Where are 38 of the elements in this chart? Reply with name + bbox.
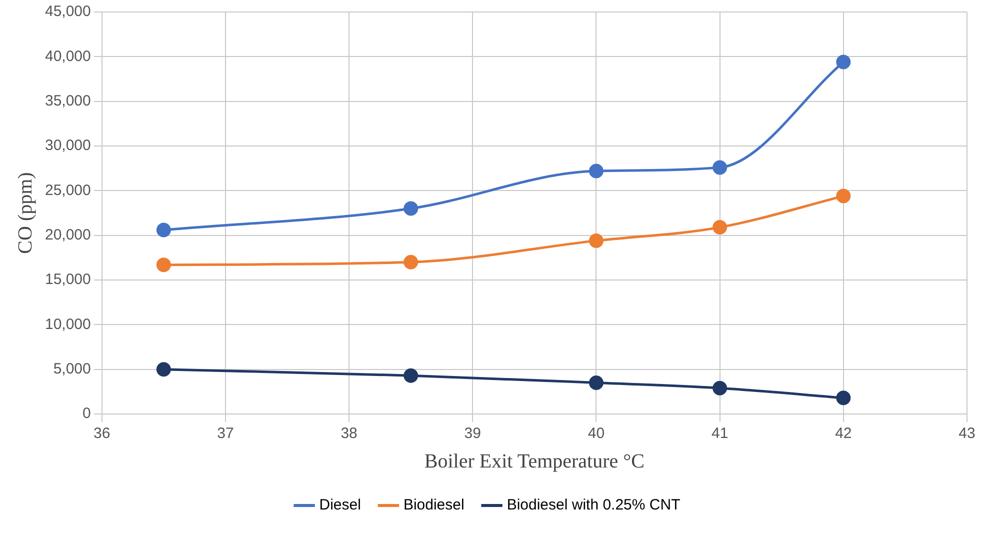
legend-label: Biodiesel [403, 496, 464, 514]
point [156, 362, 171, 377]
point [156, 258, 171, 272]
point [712, 160, 728, 175]
y-tick-label: 25,000 [44, 182, 91, 199]
x-tick-label: 43 [958, 425, 976, 442]
point [588, 375, 604, 390]
y-tick-label: 45,000 [44, 3, 91, 20]
point [836, 54, 851, 70]
y-tick-label: 15,000 [44, 271, 91, 288]
point [404, 254, 418, 270]
y-tick-label: 35,000 [44, 92, 91, 110]
x-tick-label: 38 [340, 425, 358, 442]
x-tick-label: 41 [711, 425, 728, 442]
x-axis-title: Boiler Exit Temperature °C [424, 450, 644, 472]
x-tick-label: 40 [588, 425, 605, 442]
legend-label: Diesel [319, 496, 361, 514]
point [712, 380, 728, 396]
point [588, 233, 604, 248]
y-tick-label: 0 [82, 405, 91, 422]
point [712, 220, 728, 235]
x-tick-label: 37 [217, 425, 234, 442]
point [156, 222, 171, 238]
point [836, 188, 851, 204]
y-tick-label: 30,000 [44, 137, 91, 154]
point [404, 201, 418, 216]
legend-label: Biodiesel with 0.25% CNT [506, 496, 680, 514]
y-tick-label: 5,000 [53, 360, 91, 378]
point [588, 164, 604, 178]
x-tick-label: 42 [835, 425, 852, 442]
x-tick-label: 39 [464, 425, 481, 442]
point [404, 368, 418, 383]
y-tick-label: 10,000 [44, 316, 91, 333]
x-tick-label: 36 [94, 425, 110, 442]
y-tick-label: 20,000 [44, 226, 91, 244]
y-tick-label: 40,000 [44, 48, 91, 65]
point [836, 390, 851, 406]
y-axis-title: CO (ppm) [14, 172, 36, 254]
